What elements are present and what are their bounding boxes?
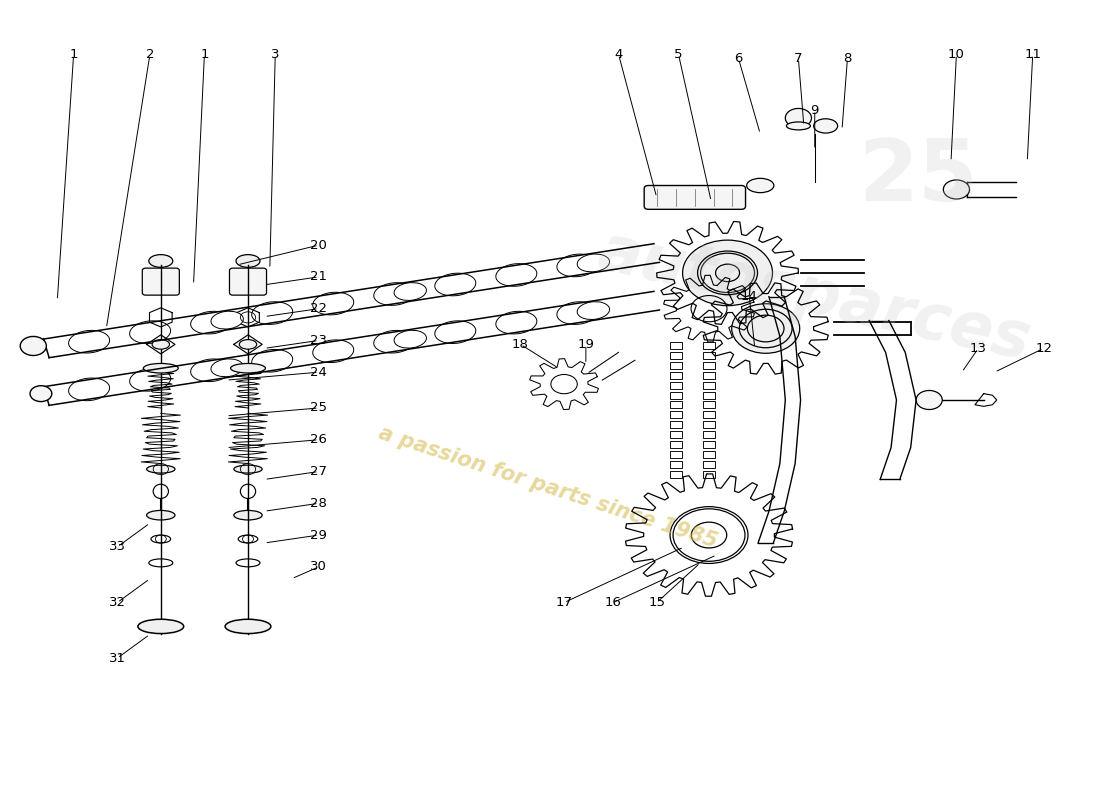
Ellipse shape xyxy=(146,465,175,473)
Bar xyxy=(703,372,715,378)
Text: 32: 32 xyxy=(109,596,125,609)
Text: a passion for parts since 1985: a passion for parts since 1985 xyxy=(376,423,719,552)
Bar xyxy=(670,342,682,349)
Bar xyxy=(670,352,682,358)
Bar xyxy=(703,362,715,369)
Ellipse shape xyxy=(394,330,427,348)
Text: 31: 31 xyxy=(109,652,125,665)
Ellipse shape xyxy=(211,359,243,377)
Text: 3: 3 xyxy=(271,48,279,61)
Bar xyxy=(703,451,715,458)
Ellipse shape xyxy=(231,363,265,373)
Bar xyxy=(670,411,682,418)
Text: 10: 10 xyxy=(948,48,965,61)
Ellipse shape xyxy=(747,178,774,193)
Text: 20: 20 xyxy=(310,238,328,251)
Ellipse shape xyxy=(226,619,271,634)
Bar xyxy=(670,362,682,369)
Text: 25: 25 xyxy=(310,402,328,414)
Ellipse shape xyxy=(152,340,169,349)
Text: 19: 19 xyxy=(578,338,594,351)
Bar xyxy=(670,422,682,428)
Text: 26: 26 xyxy=(310,434,328,446)
Bar xyxy=(703,442,715,448)
Ellipse shape xyxy=(143,363,178,373)
Bar xyxy=(703,352,715,358)
Text: 4: 4 xyxy=(615,48,623,61)
Bar xyxy=(703,382,715,389)
Bar xyxy=(703,342,715,349)
Text: 15: 15 xyxy=(648,596,666,609)
Ellipse shape xyxy=(240,340,256,349)
Bar xyxy=(703,402,715,409)
Text: 9: 9 xyxy=(811,103,818,117)
Circle shape xyxy=(20,337,46,355)
Ellipse shape xyxy=(148,254,173,267)
Ellipse shape xyxy=(394,282,427,301)
Bar xyxy=(703,471,715,478)
Bar xyxy=(670,442,682,448)
Ellipse shape xyxy=(146,510,175,520)
Text: 18: 18 xyxy=(512,338,529,351)
Bar xyxy=(703,431,715,438)
Bar xyxy=(670,382,682,389)
Circle shape xyxy=(683,240,772,306)
Ellipse shape xyxy=(786,122,811,130)
Text: 1: 1 xyxy=(200,48,209,61)
Text: 22: 22 xyxy=(310,302,328,315)
Text: 28: 28 xyxy=(310,497,328,510)
Text: 13: 13 xyxy=(970,342,987,355)
Text: 17: 17 xyxy=(556,596,573,609)
Bar xyxy=(670,461,682,468)
Bar xyxy=(670,451,682,458)
Circle shape xyxy=(732,304,800,354)
Text: autosparces: autosparces xyxy=(593,221,1036,373)
Circle shape xyxy=(30,386,52,402)
Text: 8: 8 xyxy=(844,52,851,65)
Ellipse shape xyxy=(236,254,260,267)
Text: 11: 11 xyxy=(1024,48,1042,61)
Text: 23: 23 xyxy=(310,334,328,347)
Text: 16: 16 xyxy=(605,596,621,609)
Text: 2: 2 xyxy=(145,48,154,61)
Bar xyxy=(670,431,682,438)
Text: 27: 27 xyxy=(310,465,328,478)
Text: 1: 1 xyxy=(69,48,78,61)
Bar xyxy=(670,471,682,478)
Text: 6: 6 xyxy=(735,52,743,65)
Circle shape xyxy=(944,180,969,199)
Ellipse shape xyxy=(138,619,184,634)
Ellipse shape xyxy=(211,311,243,329)
Circle shape xyxy=(785,109,812,127)
Ellipse shape xyxy=(578,254,609,272)
Bar xyxy=(703,411,715,418)
Text: 30: 30 xyxy=(310,560,328,574)
Bar xyxy=(703,461,715,468)
Bar xyxy=(670,372,682,378)
Bar xyxy=(670,402,682,409)
Text: 25: 25 xyxy=(858,136,978,219)
Text: 24: 24 xyxy=(310,366,328,378)
Text: 12: 12 xyxy=(1035,342,1052,355)
Ellipse shape xyxy=(814,118,837,133)
Circle shape xyxy=(916,390,943,410)
FancyBboxPatch shape xyxy=(645,186,746,210)
Text: 7: 7 xyxy=(794,52,803,65)
Ellipse shape xyxy=(234,465,262,473)
Text: 5: 5 xyxy=(674,48,683,61)
Text: 21: 21 xyxy=(310,270,328,283)
FancyBboxPatch shape xyxy=(230,268,266,295)
Ellipse shape xyxy=(234,510,262,520)
Ellipse shape xyxy=(578,302,609,319)
Bar xyxy=(670,391,682,398)
Bar xyxy=(703,391,715,398)
Text: 33: 33 xyxy=(109,541,125,554)
Bar xyxy=(703,422,715,428)
FancyBboxPatch shape xyxy=(142,268,179,295)
Text: 29: 29 xyxy=(310,529,328,542)
Text: 14: 14 xyxy=(741,290,758,303)
